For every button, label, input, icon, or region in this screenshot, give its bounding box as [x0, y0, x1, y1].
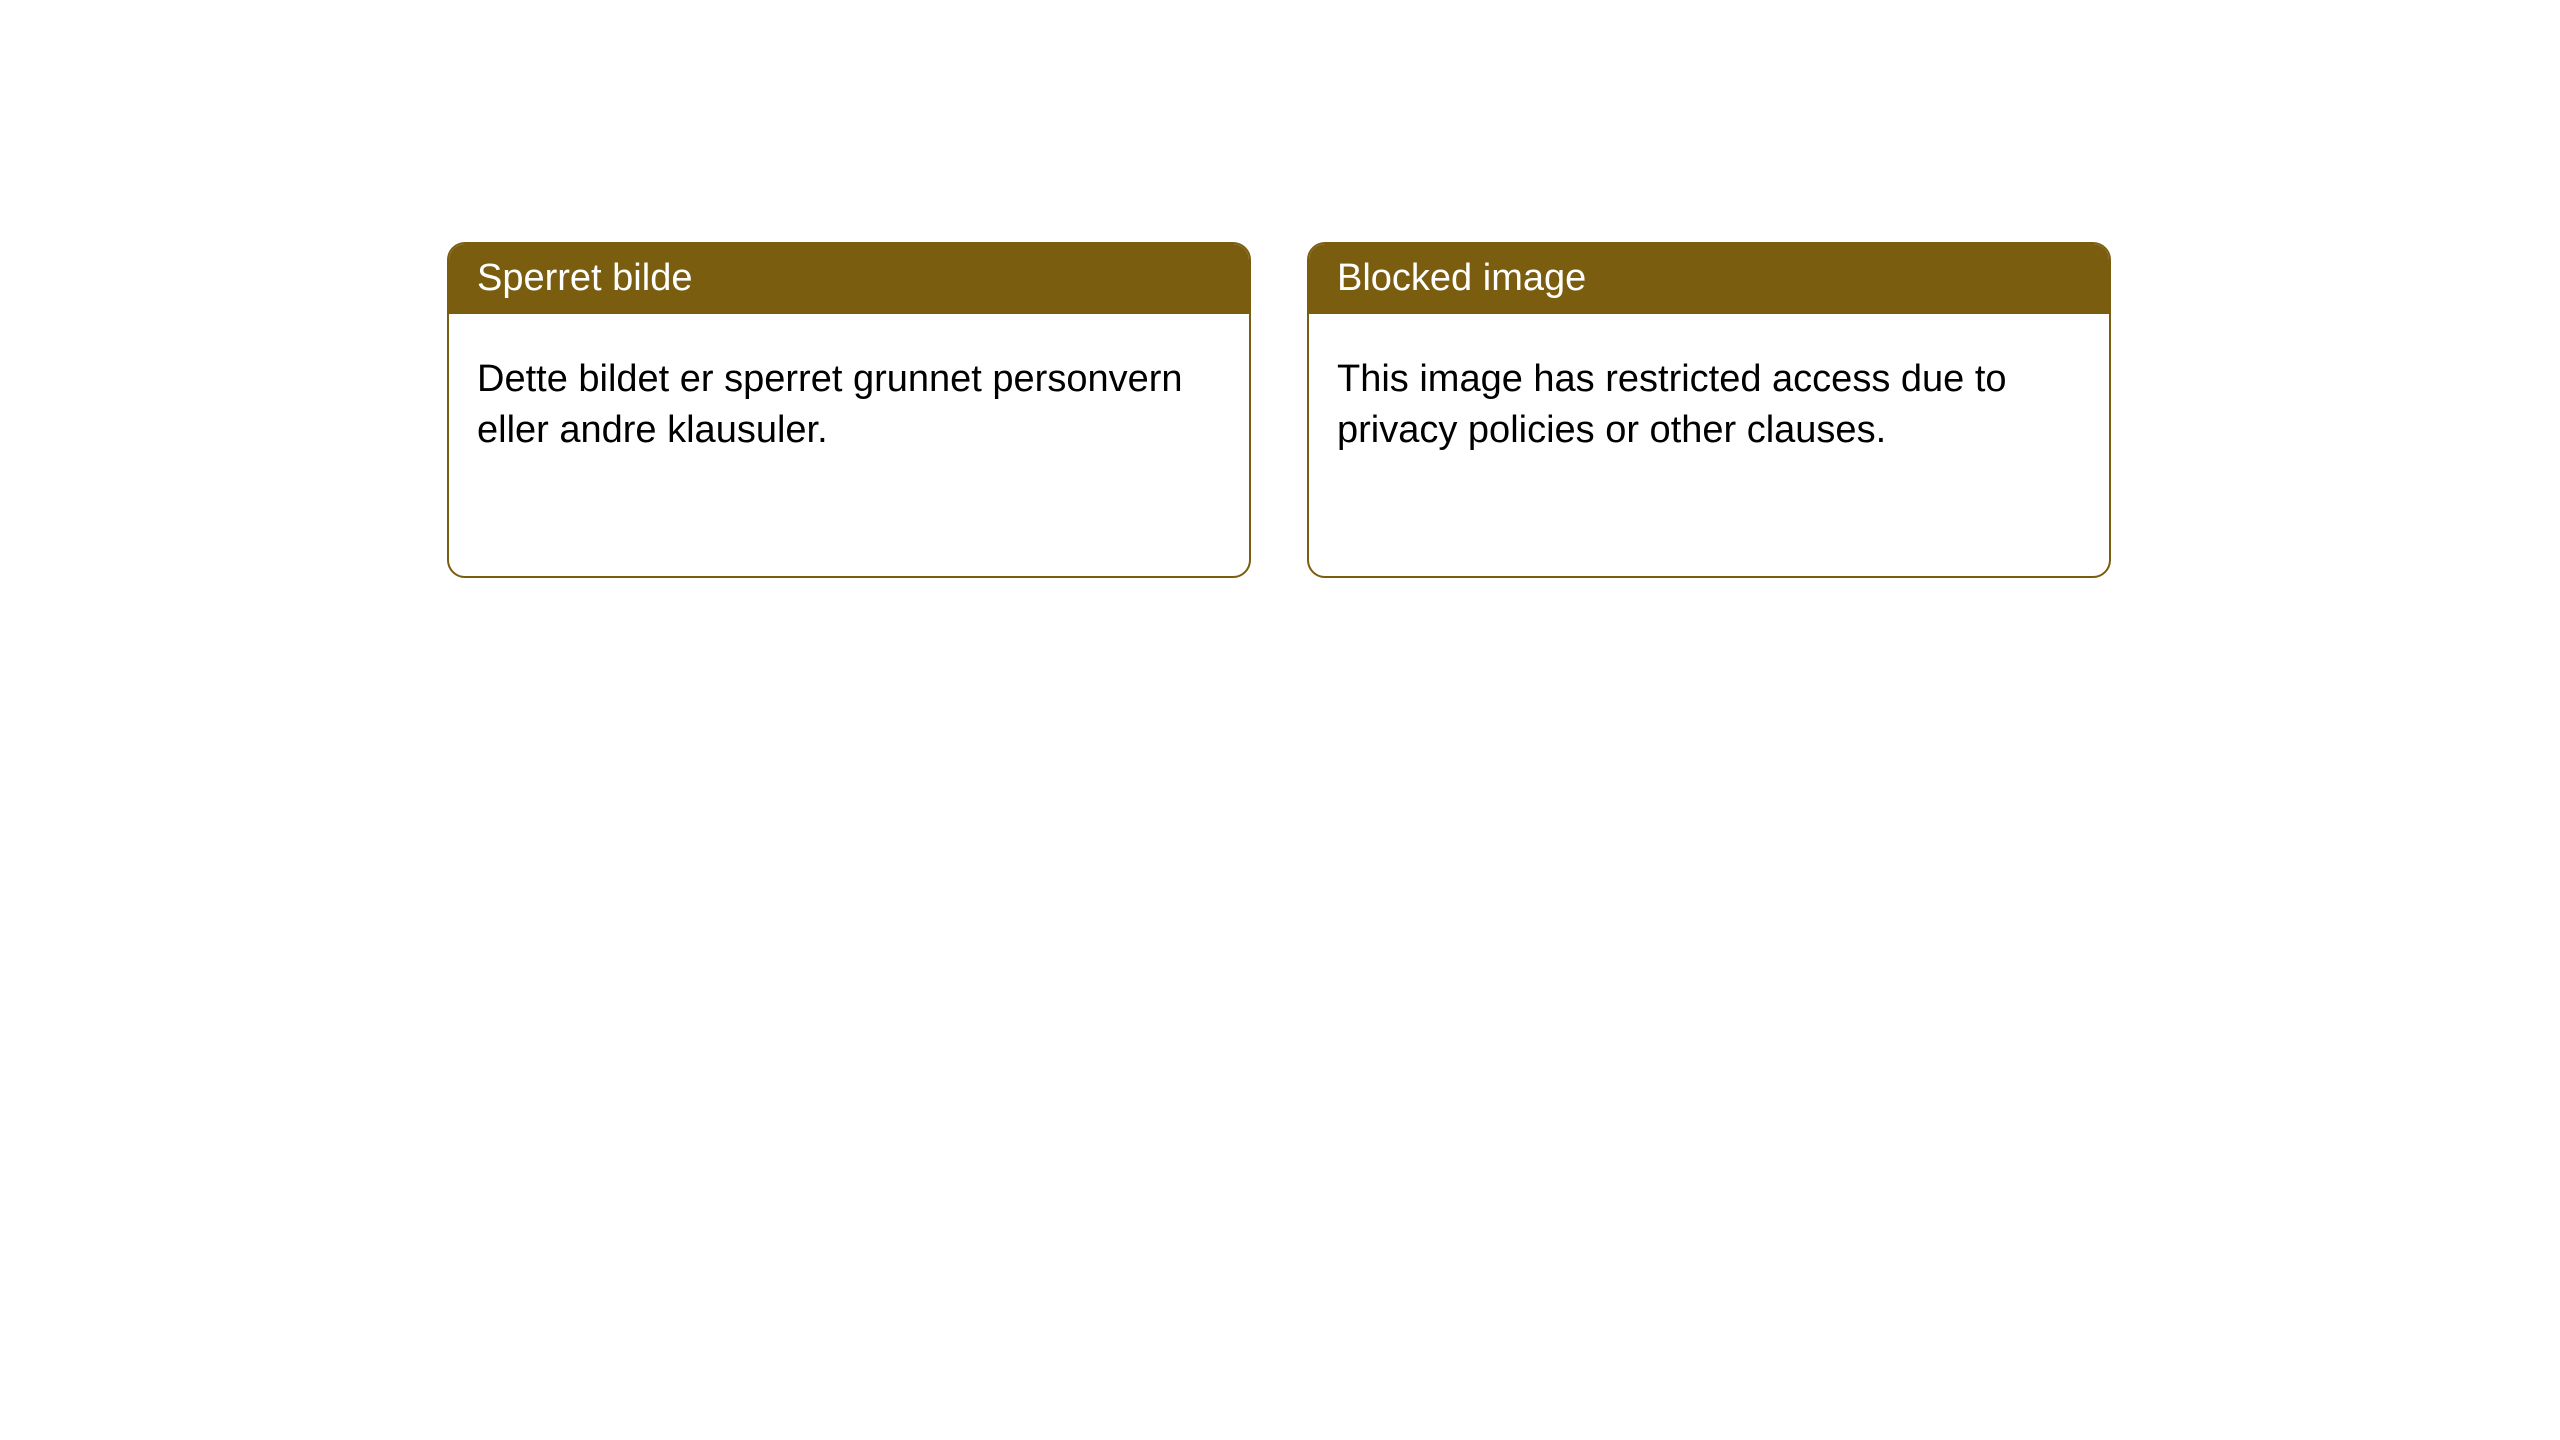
notice-container: Sperret bilde Dette bildet er sperret gr… [0, 0, 2560, 578]
notice-card-en: Blocked image This image has restricted … [1307, 242, 2111, 578]
notice-body-en: This image has restricted access due to … [1309, 314, 2109, 497]
notice-title-en: Blocked image [1309, 244, 2109, 314]
notice-title-no: Sperret bilde [449, 244, 1249, 314]
notice-body-no: Dette bildet er sperret grunnet personve… [449, 314, 1249, 497]
notice-card-no: Sperret bilde Dette bildet er sperret gr… [447, 242, 1251, 578]
